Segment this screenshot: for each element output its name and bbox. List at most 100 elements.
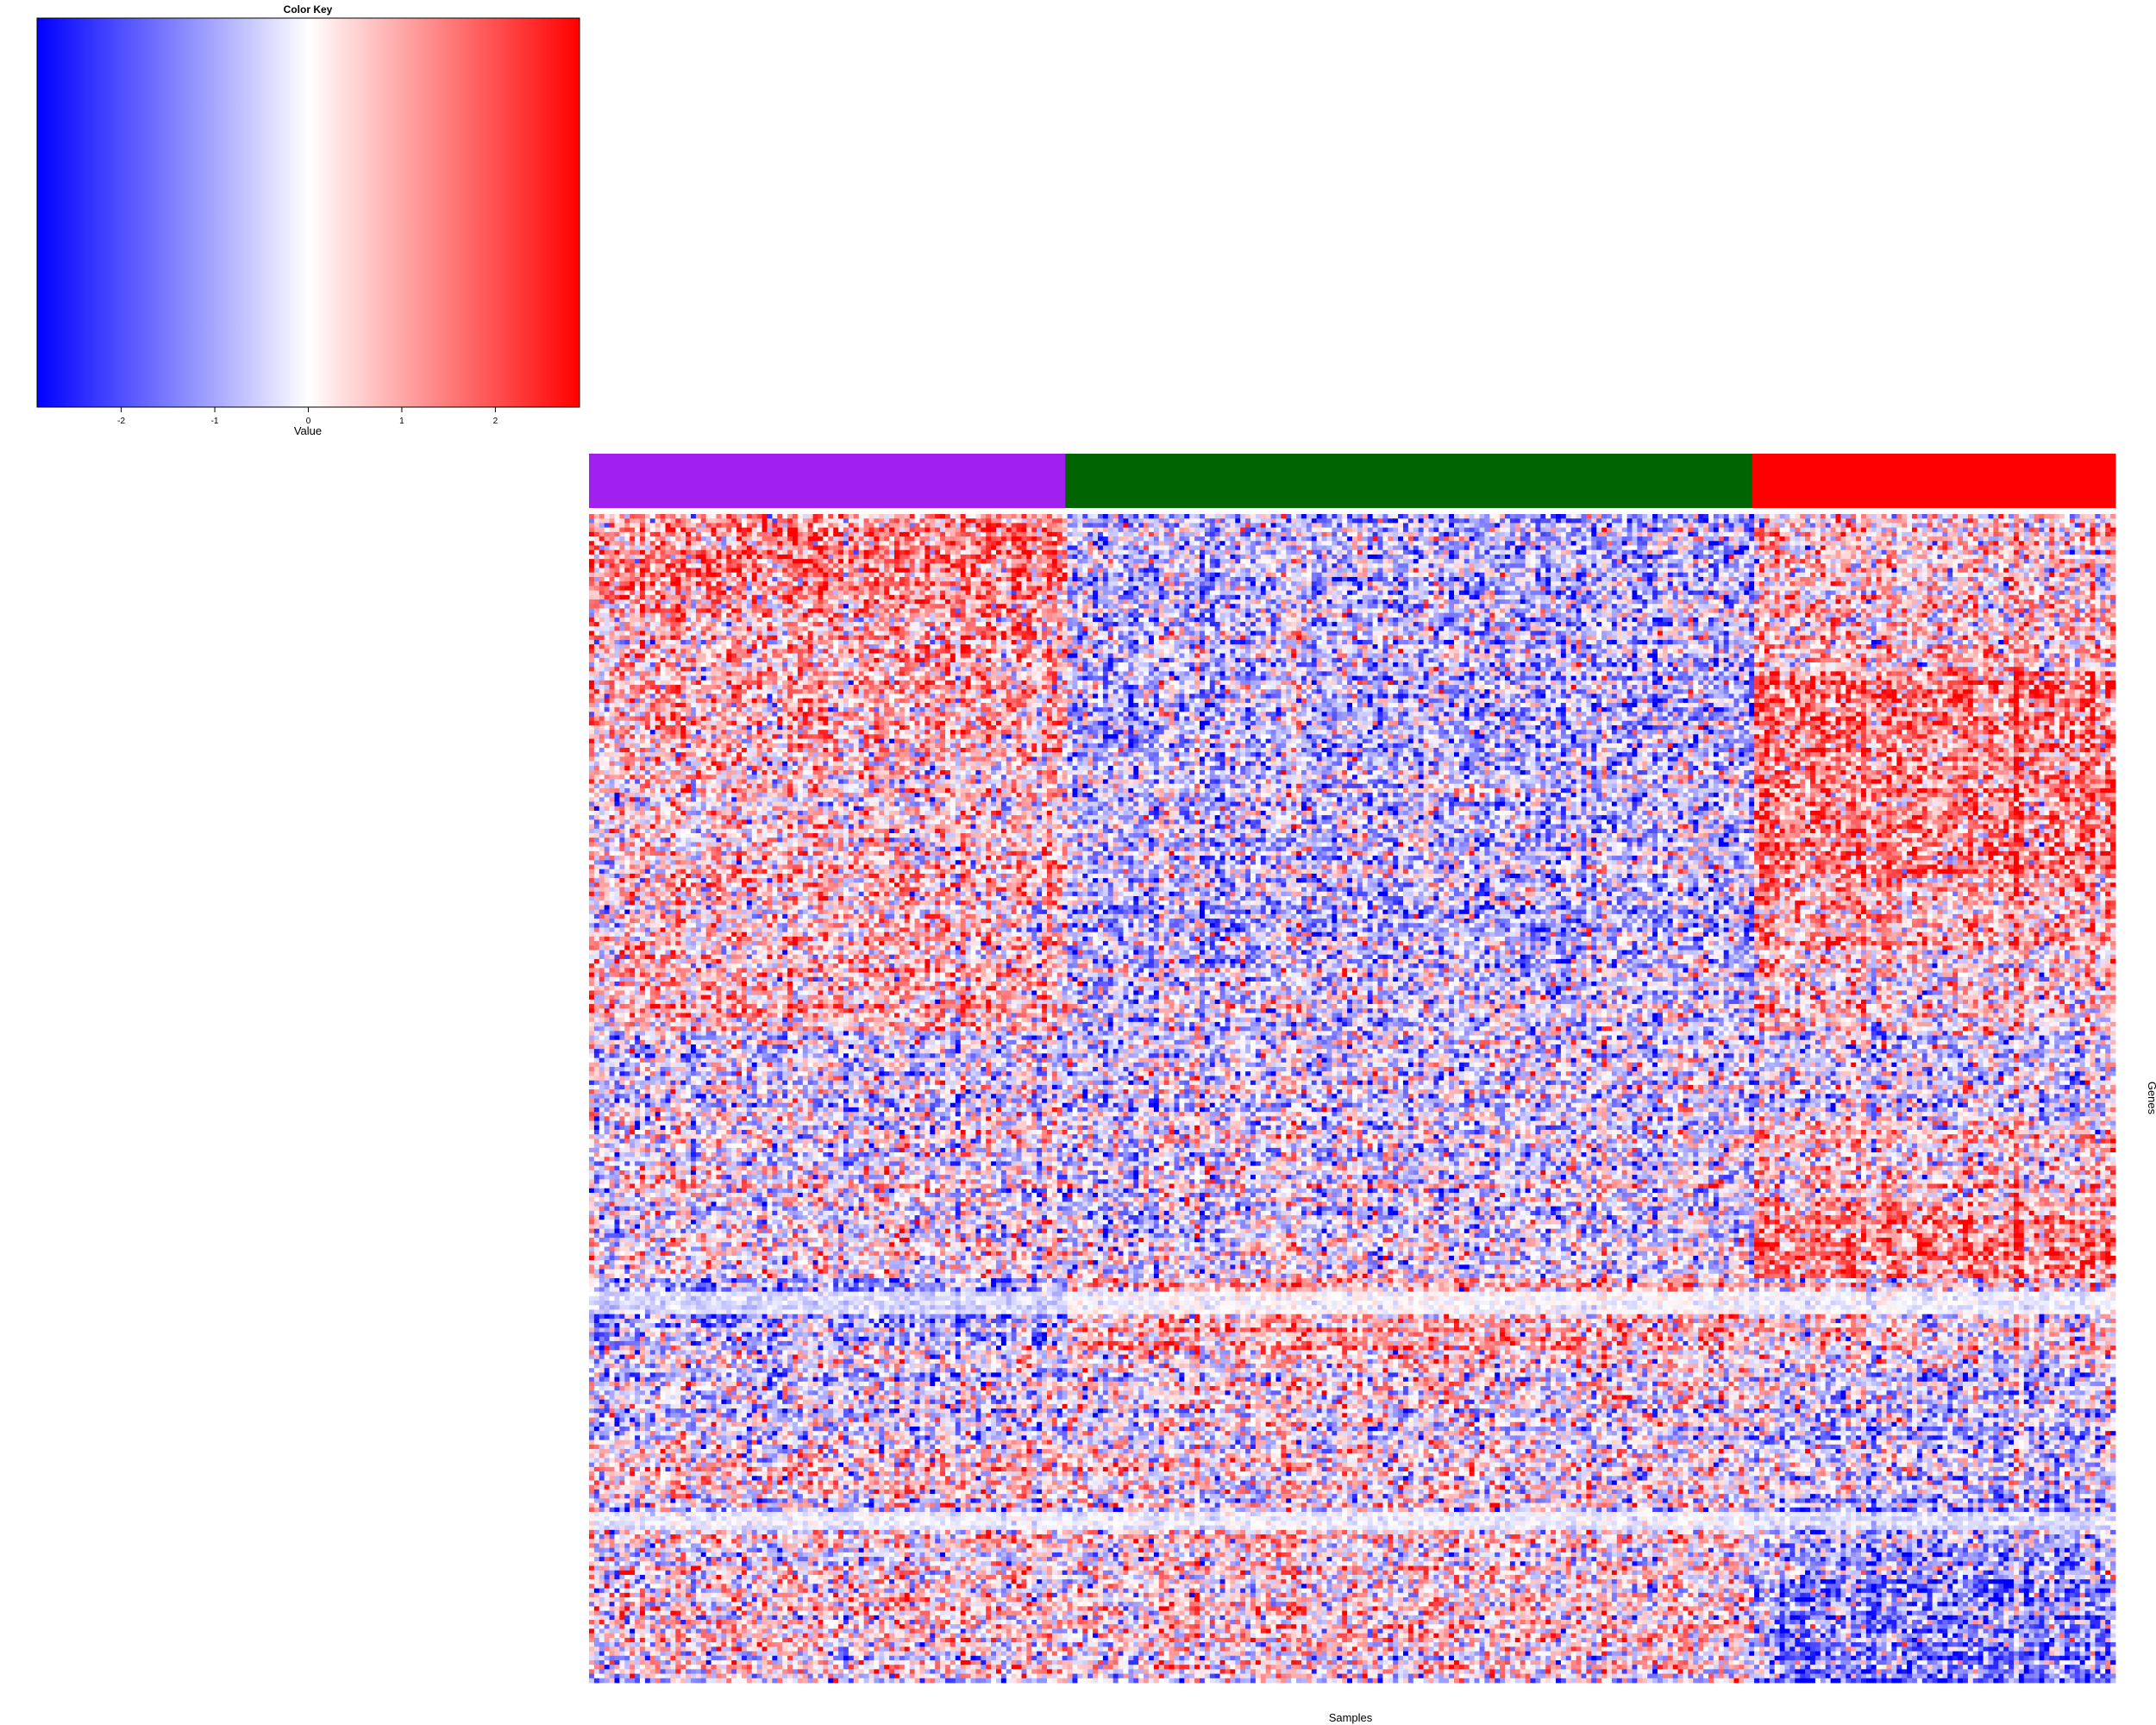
heatmap-cell: [1693, 528, 1698, 533]
heatmap-cell: [849, 514, 854, 519]
heatmap-cell: [1291, 514, 1296, 519]
heatmap-cell: [838, 523, 843, 528]
heatmap-cell: [1984, 528, 1989, 533]
heatmap-cell: [640, 536, 645, 542]
heatmap-cell: [1062, 532, 1068, 537]
heatmap-cell: [1057, 550, 1062, 555]
heatmap-cell: [1373, 518, 1378, 524]
heatmap-cell: [1942, 523, 1947, 528]
heatmap-cell: [670, 532, 675, 537]
heatmap-cell: [691, 528, 696, 533]
heatmap-cell: [1805, 536, 1810, 542]
heatmap-cell: [1703, 541, 1708, 546]
heatmap-cell: [869, 514, 874, 519]
heatmap-cell: [1250, 514, 1256, 519]
heatmap-cell: [966, 532, 971, 537]
heatmap-cell: [1917, 518, 1922, 524]
heatmap-cell: [696, 555, 701, 560]
heatmap-cell: [1526, 518, 1531, 524]
heatmap-cell: [950, 541, 956, 546]
heatmap-cell: [956, 555, 961, 560]
heatmap-cell: [675, 532, 680, 537]
heatmap-cell: [1393, 528, 1398, 533]
heatmap-cell: [1347, 528, 1352, 533]
heatmap-cell: [1637, 528, 1642, 533]
heatmap-cell: [1322, 541, 1327, 546]
heatmap-cell: [1861, 541, 1866, 546]
heatmap-cell: [1698, 555, 1703, 560]
heatmap-cell: [655, 555, 661, 560]
heatmap-cell: [1373, 541, 1378, 546]
heatmap-cell: [1245, 514, 1250, 519]
heatmap-cell: [619, 528, 624, 533]
heatmap-cell: [1576, 541, 1582, 546]
heatmap-cell: [619, 541, 624, 546]
heatmap-cell: [1764, 550, 1770, 555]
heatmap-cell: [2080, 532, 2085, 537]
heatmap-cell: [2009, 550, 2014, 555]
heatmap-cell: [1877, 532, 1882, 537]
heatmap-cell: [2044, 545, 2049, 550]
heatmap-cell: [905, 528, 910, 533]
heatmap-cell: [874, 555, 879, 560]
heatmap-cell: [1138, 528, 1144, 533]
heatmap-cell: [777, 523, 782, 528]
heatmap-cell: [991, 541, 996, 546]
heatmap-cell: [1678, 555, 1683, 560]
heatmap-cell: [793, 514, 798, 519]
heatmap-cell: [1535, 518, 1540, 524]
heatmap-cell: [1179, 523, 1184, 528]
heatmap-cell: [1540, 532, 1545, 537]
heatmap-cell: [736, 532, 742, 537]
heatmap-cell: [823, 545, 828, 550]
heatmap-cell: [1531, 555, 1536, 560]
color-key-tick-label: 2: [493, 417, 498, 426]
heatmap-cell: [1887, 545, 1892, 550]
heatmap-cell: [721, 545, 726, 550]
heatmap-cell: [1601, 541, 1607, 546]
heatmap-cell: [1683, 532, 1689, 537]
heatmap-cell: [1866, 523, 1871, 528]
heatmap-cell: [1780, 523, 1785, 528]
heatmap-cell: [1388, 550, 1393, 555]
heatmap-cell: [1175, 528, 1180, 533]
heatmap-cell: [1327, 518, 1332, 524]
heatmap-cell: [1683, 550, 1689, 555]
heatmap-cell: [661, 536, 666, 542]
heatmap-cell: [843, 523, 849, 528]
heatmap-cell: [1617, 518, 1622, 524]
heatmap-cell: [1596, 532, 1601, 537]
heatmap-cell: [1882, 550, 1887, 555]
heatmap-cell: [1087, 536, 1093, 542]
heatmap-cell: [1454, 555, 1459, 560]
heatmap-cell: [1424, 555, 1429, 560]
heatmap-cell: [2090, 550, 2096, 555]
heatmap-cell: [1357, 523, 1363, 528]
heatmap-cell: [1250, 545, 1256, 550]
heatmap-cell: [1382, 555, 1388, 560]
heatmap-cell: [1068, 532, 1073, 537]
heatmap-cell: [838, 555, 843, 560]
heatmap-cell: [1159, 514, 1164, 519]
heatmap-cell: [1729, 518, 1734, 524]
heatmap-cell: [808, 532, 813, 537]
heatmap-cell: [854, 555, 859, 560]
heatmap-cell: [1775, 555, 1780, 560]
heatmap-cell: [1612, 514, 1617, 519]
heatmap-cell: [1739, 541, 1744, 546]
heatmap-cell: [1826, 514, 1831, 519]
heatmap-cell: [1668, 541, 1673, 546]
heatmap-cell: [849, 550, 854, 555]
heatmap-cell: [1698, 536, 1703, 542]
heatmap-cell: [1785, 518, 1790, 524]
heatmap-cell: [1642, 532, 1647, 537]
heatmap-cell: [706, 523, 711, 528]
heatmap-cell: [915, 555, 920, 560]
heatmap-cell: [1347, 545, 1352, 550]
heatmap-cell: [747, 514, 752, 519]
heatmap-cell: [605, 555, 610, 560]
heatmap-cell: [1031, 550, 1037, 555]
heatmap-cell: [1764, 541, 1770, 546]
heatmap-cell: [1739, 550, 1744, 555]
heatmap-cell: [747, 541, 752, 546]
